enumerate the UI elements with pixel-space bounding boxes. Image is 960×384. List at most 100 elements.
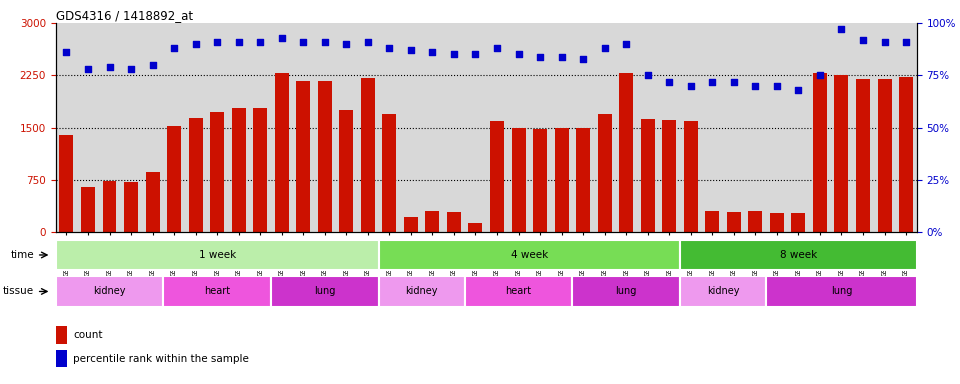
Bar [167, 126, 181, 232]
Point [382, 45, 397, 51]
Text: lung: lung [830, 286, 852, 296]
Bar [533, 129, 547, 232]
Point [166, 45, 181, 51]
Bar [361, 78, 374, 232]
Point [403, 47, 419, 53]
Text: kidney: kidney [405, 286, 438, 296]
Text: 4 week: 4 week [511, 250, 548, 260]
Bar [56, 326, 67, 344]
Point [296, 39, 311, 45]
Point [252, 39, 268, 45]
Bar [146, 172, 159, 232]
Bar [619, 73, 634, 232]
Point [855, 37, 871, 43]
Point [640, 72, 656, 78]
Text: kidney: kidney [707, 286, 739, 296]
Bar [339, 109, 353, 232]
Point [554, 53, 569, 60]
Bar [468, 223, 483, 232]
Point [317, 39, 332, 45]
Point [876, 39, 892, 45]
Bar [275, 73, 289, 232]
Point [597, 45, 612, 51]
Point [446, 51, 462, 58]
Bar [271, 276, 378, 306]
Bar [56, 350, 67, 367]
Bar [813, 73, 827, 232]
Bar [103, 181, 116, 232]
Bar [856, 79, 870, 232]
Bar [188, 118, 203, 232]
Bar [684, 121, 698, 232]
Bar [318, 81, 332, 232]
Point [424, 49, 440, 55]
Bar [555, 128, 568, 232]
Text: 8 week: 8 week [780, 250, 817, 260]
Bar [60, 135, 74, 232]
Text: kidney: kidney [93, 286, 126, 296]
Point [899, 39, 914, 45]
Bar [210, 112, 224, 232]
Point [123, 66, 138, 72]
Bar [297, 81, 310, 232]
Point [490, 45, 505, 51]
Bar [56, 240, 378, 270]
Bar [425, 211, 440, 232]
Point [274, 35, 289, 41]
Point [231, 39, 247, 45]
Bar [81, 187, 95, 232]
Bar [791, 214, 805, 232]
Bar [465, 276, 572, 306]
Point [511, 51, 526, 58]
Bar [253, 108, 267, 232]
Text: lung: lung [615, 286, 636, 296]
Bar [877, 79, 892, 232]
Bar [899, 78, 913, 232]
Text: lung: lung [314, 286, 335, 296]
Bar [382, 114, 396, 232]
Bar [680, 240, 917, 270]
Bar [378, 276, 465, 306]
Bar [490, 121, 504, 232]
Text: GDS4316 / 1418892_at: GDS4316 / 1418892_at [56, 9, 193, 22]
Bar [749, 211, 762, 232]
Text: heart: heart [204, 286, 230, 296]
Bar [447, 212, 461, 232]
Point [769, 83, 784, 89]
Bar [572, 276, 680, 306]
Point [533, 53, 548, 60]
Point [339, 41, 354, 47]
Point [705, 79, 720, 85]
Bar [834, 75, 849, 232]
Bar [770, 213, 784, 232]
Point [360, 39, 375, 45]
Point [618, 41, 634, 47]
Point [726, 79, 741, 85]
Text: time: time [11, 250, 35, 260]
Point [59, 49, 74, 55]
Bar [680, 276, 766, 306]
Point [102, 64, 117, 70]
Bar [640, 119, 655, 232]
Point [661, 79, 677, 85]
Bar [576, 128, 590, 232]
Point [791, 87, 806, 93]
Text: count: count [73, 330, 103, 340]
Point [748, 83, 763, 89]
Bar [56, 276, 163, 306]
Bar [163, 276, 271, 306]
Point [575, 56, 590, 62]
Text: 1 week: 1 week [199, 250, 236, 260]
Point [468, 51, 483, 58]
Bar [124, 182, 138, 232]
Bar [662, 120, 676, 232]
Point [188, 41, 204, 47]
Point [81, 66, 96, 72]
Bar [378, 240, 680, 270]
Text: heart: heart [506, 286, 532, 296]
Point [812, 72, 828, 78]
Bar [404, 217, 418, 232]
Point [684, 83, 699, 89]
Bar [706, 211, 719, 232]
Text: percentile rank within the sample: percentile rank within the sample [73, 354, 249, 364]
